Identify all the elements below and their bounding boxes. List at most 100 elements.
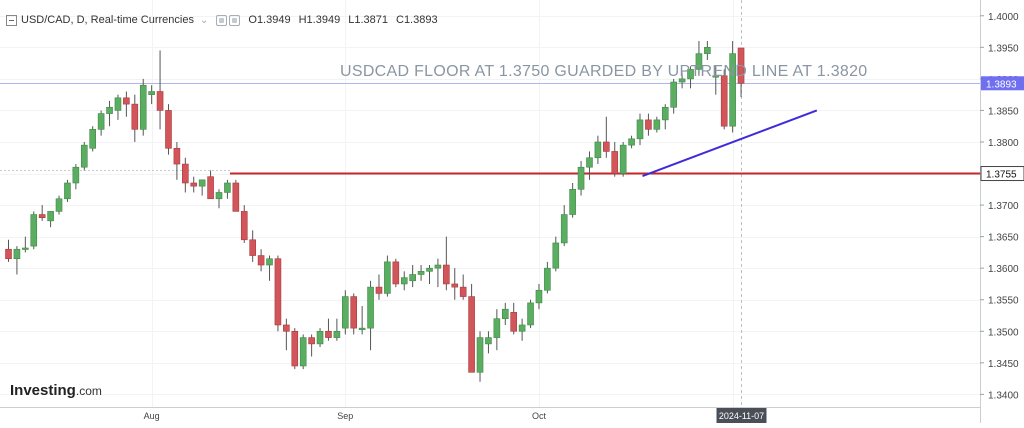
candle-bullish <box>518 318 526 341</box>
candle-bearish <box>190 176 198 193</box>
candle-body <box>207 176 214 200</box>
y-tick-label: 1.3500 <box>988 327 1019 338</box>
candle-body <box>13 248 21 260</box>
candle-bullish <box>586 151 593 180</box>
candle-bearish <box>603 116 610 158</box>
candle-bullish <box>729 41 736 133</box>
candle-bullish <box>400 271 408 291</box>
candle-body <box>535 289 543 304</box>
candle-body <box>594 141 602 159</box>
candle-bearish <box>5 239 12 262</box>
y-tick-label: 1.3600 <box>988 264 1019 275</box>
settings-icon[interactable] <box>216 14 228 26</box>
ohlc-value: 1.3949 <box>306 14 341 26</box>
uptrend-line[interactable] <box>642 109 818 177</box>
ohlc-value: 1.3871 <box>354 14 388 26</box>
candle-bearish <box>283 318 290 351</box>
y-axis-background <box>980 0 1024 423</box>
candle-body <box>527 302 534 326</box>
ohlc-key: H <box>298 14 307 26</box>
candle-body <box>737 47 745 84</box>
support-tag <box>980 166 1024 182</box>
y-axis: 1.3400 1.3450 1.3500 1.3550 1.3600 1.3650 1.37… <box>980 0 1024 423</box>
candle-body <box>603 141 610 152</box>
visibility-icon[interactable] <box>229 14 241 26</box>
candle-body <box>299 337 307 367</box>
y-tick-label: 1.3400 <box>988 390 1019 401</box>
candle-body <box>182 163 189 184</box>
candle-bullish <box>106 100 113 127</box>
candle-body <box>114 97 122 111</box>
candle-body <box>165 110 172 149</box>
candle-body <box>240 211 248 241</box>
plot-background <box>0 0 980 407</box>
candle-bearish <box>156 50 164 130</box>
candle-bullish <box>670 78 677 114</box>
candle-body <box>485 337 492 345</box>
candle-body <box>375 286 383 294</box>
candle-bullish <box>628 135 635 149</box>
chart-annotation-text: USDCAD FLOOR AT 1.3750 GUARDED BY UPTREN… <box>340 63 868 80</box>
candle-bearish <box>350 293 358 335</box>
candle-body <box>704 47 711 54</box>
candle-body <box>501 308 509 319</box>
candle-bullish <box>476 331 484 382</box>
candle-bullish <box>30 211 38 250</box>
candle-bullish <box>47 211 54 228</box>
last-price-label: 1.3893 <box>986 79 1017 90</box>
candle-bearish <box>611 141 619 177</box>
ohlc-key: L <box>348 14 355 26</box>
candle-body <box>156 91 164 111</box>
candle-body <box>645 119 652 130</box>
candle-bullish <box>64 179 71 202</box>
candle-bearish <box>232 179 240 212</box>
candle-bullish <box>577 160 585 196</box>
candle-body <box>80 144 88 168</box>
candle-body <box>22 247 29 250</box>
candle-body <box>55 198 63 212</box>
candle-body <box>47 211 54 222</box>
collapse-icon[interactable] <box>6 14 17 26</box>
candle-bullish <box>527 299 534 329</box>
candle-body <box>198 179 206 187</box>
candle-body <box>560 214 568 244</box>
candle-bullish <box>552 236 560 272</box>
candle-body <box>661 106 669 121</box>
current-date-label: 2024-11-07 <box>719 411 764 421</box>
candle-body <box>670 81 677 108</box>
candle-bearish <box>325 318 332 341</box>
candle-bullish <box>384 255 391 297</box>
candle-bullish <box>89 126 96 152</box>
candle-body <box>720 75 728 127</box>
candle-bullish <box>417 265 425 281</box>
y-tick-label: 1.4000 <box>988 12 1019 23</box>
candle-bullish <box>619 141 627 177</box>
candle-body <box>417 271 425 275</box>
candle-body <box>215 192 223 200</box>
symbol-dropdown-icon[interactable]: ⌄ <box>199 14 209 26</box>
candle-bearish <box>123 91 130 117</box>
candle-bearish <box>173 141 181 180</box>
candle-body <box>434 264 442 269</box>
candle-bullish <box>198 179 206 196</box>
candle-bullish <box>13 246 21 275</box>
candle-body <box>653 119 661 130</box>
candle-body <box>123 97 130 105</box>
candle-bullish <box>661 104 669 130</box>
candle-body <box>577 166 585 190</box>
candle-bearish <box>165 104 172 155</box>
candle-body <box>636 119 644 140</box>
candle-body <box>510 312 518 332</box>
candle-bullish <box>636 113 644 146</box>
investing-logo: Investing.com <box>10 382 102 399</box>
candle-bullish <box>367 280 374 351</box>
ohlc-key: C <box>395 14 404 26</box>
symbol-title: USD/CAD, D, Real-time Currencies <box>21 14 194 26</box>
candle-bullish <box>687 66 694 89</box>
ohlc-value: 1.3949 <box>256 14 291 26</box>
candle-body <box>729 53 736 127</box>
x-tick-label: Aug <box>144 411 160 421</box>
trend-annotation <box>642 109 818 177</box>
